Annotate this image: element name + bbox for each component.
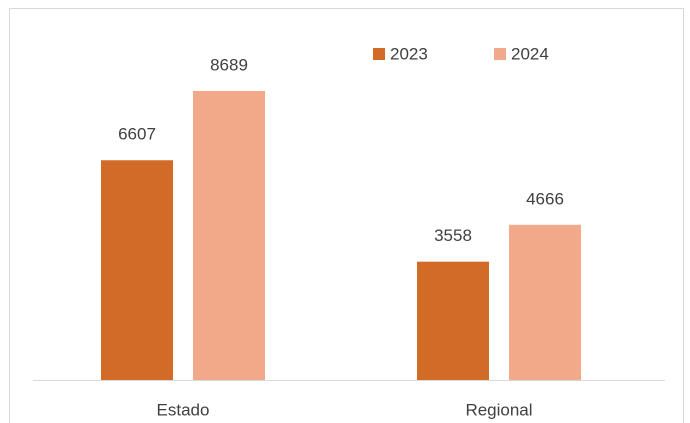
bar xyxy=(509,224,581,380)
bar xyxy=(101,160,173,380)
data-label: 4666 xyxy=(526,189,564,208)
bar xyxy=(193,91,265,380)
bar xyxy=(417,261,489,380)
chart-frame xyxy=(9,8,684,423)
legend-label: 2023 xyxy=(390,44,428,63)
legend-swatch xyxy=(373,48,385,60)
data-label: 3558 xyxy=(434,226,472,245)
legend-swatch xyxy=(494,48,506,60)
data-label: 8689 xyxy=(210,55,248,74)
x-tick-label: Estado xyxy=(157,400,210,419)
x-tick-label: Regional xyxy=(465,400,532,419)
legend-label: 2024 xyxy=(511,44,549,63)
data-label: 6607 xyxy=(118,125,156,144)
